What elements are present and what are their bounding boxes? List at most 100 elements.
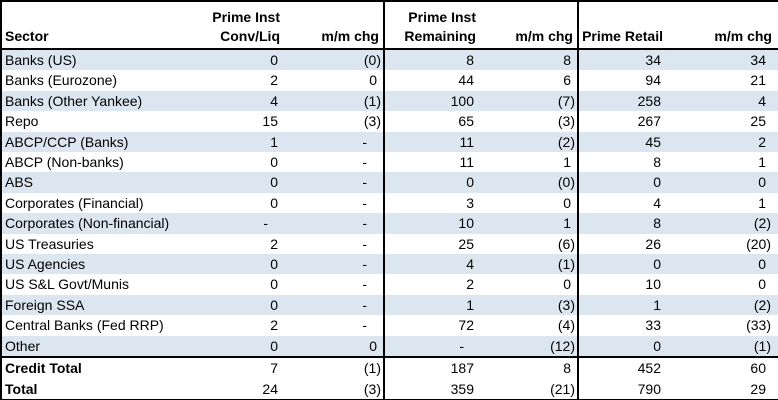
col-header-sector: Sector: [1, 1, 201, 50]
mm-chg-2-cell: 0: [480, 192, 579, 214]
mm-chg-3-cell: (33): [746, 317, 771, 334]
mm-chg-1-cell: -: [284, 233, 385, 255]
table-body: Banks (US) 0 (0) 8 8 34 34 Banks (Eurozo…: [1, 49, 778, 400]
remaining-cell: -: [384, 335, 480, 358]
mm-chg-3-cell: 25: [750, 113, 766, 130]
table-row: US Treasuries 2 - 25 (6) 26 (20): [1, 233, 778, 255]
col-header-label: Prime Retail: [582, 28, 663, 45]
prime-retail-cell: 790: [637, 380, 661, 397]
mm-chg-3-cell: (2): [667, 294, 778, 316]
mm-chg-3-cell: 0: [667, 254, 778, 275]
mm-chg-1-cell: -: [284, 131, 385, 153]
mm-chg-3-cell: 2: [667, 131, 778, 153]
mm-chg-3-cell: 60: [667, 356, 778, 379]
remaining-cell: 3: [466, 194, 474, 211]
prime-retail-cell: 1: [578, 294, 667, 316]
mm-chg-1-cell: -: [284, 294, 385, 316]
mm-chg-1-cell: (1): [284, 356, 385, 379]
remaining-cell: 100: [384, 90, 480, 112]
table-row: Central Banks (Fed RRP) 2 - 72 (4) 33 (3…: [1, 315, 778, 336]
mm-chg-2-cell: 1: [480, 213, 579, 234]
col-header-label: m/m chg: [714, 28, 772, 45]
mm-chg-2-cell: 6: [480, 70, 579, 91]
mm-chg-3-cell: 1: [758, 154, 766, 171]
mm-chg-1-cell: 0: [284, 70, 385, 91]
conv-liq-cell: 2: [270, 235, 278, 252]
mm-chg-3-cell: (1): [667, 335, 778, 358]
table-header: Sector Prime Inst Conv/Liq m/m chg Prime…: [1, 1, 778, 50]
mm-chg-2-cell: (21): [480, 378, 579, 400]
col-header-line1: Prime Inst: [212, 9, 280, 26]
mm-chg-2-cell: (1): [480, 254, 579, 275]
conv-liq-cell: 2: [270, 72, 278, 89]
mm-chg-2-cell: (0): [480, 172, 579, 193]
col-header-sector-label: Sector: [5, 28, 49, 45]
col-header-prime-inst-remaining: Prime Inst Remaining: [384, 1, 480, 50]
mm-chg-2-cell: (7): [480, 90, 579, 112]
mm-chg-1-cell: (3): [284, 378, 385, 400]
prime-retail-cell: 94: [645, 72, 661, 89]
sector-cell: Banks (Eurozone): [5, 72, 118, 89]
mm-chg-2-cell: (2): [480, 131, 579, 153]
mm-chg-2-cell: (6): [480, 233, 579, 255]
mm-chg-1-cell: -: [284, 315, 385, 336]
sector-cell: Other: [1, 335, 201, 358]
mm-chg-3-cell: 0: [758, 276, 766, 293]
prime-retail-cell: 8: [578, 213, 667, 234]
prime-retail-cell: 34: [578, 49, 667, 71]
table-row: ABCP/CCP (Banks) 1 - 11 (2) 45 2: [1, 131, 778, 153]
conv-liq-cell: 1: [201, 131, 284, 153]
prime-retail-cell: 45: [578, 131, 667, 153]
remaining-cell: 65: [458, 113, 474, 130]
conv-liq-cell: 0: [201, 335, 284, 358]
conv-liq-cell: 0: [270, 276, 278, 293]
table-row: Banks (US) 0 (0) 8 8 34 34: [1, 49, 778, 71]
remaining-cell: 1: [384, 294, 480, 316]
remaining-cell: 72: [458, 317, 474, 334]
mm-chg-3-cell: 0: [667, 172, 778, 193]
total-row: Credit Total 7 (1) 187 8 452 60: [1, 356, 778, 379]
mm-chg-2-cell: (3): [480, 111, 579, 132]
table-row: Banks (Other Yankee) 4 (1) 100 (7) 258 4: [1, 90, 778, 112]
mm-chg-3-cell: 1: [758, 194, 766, 211]
mm-chg-2-cell: 8: [480, 49, 579, 71]
mm-chg-2-cell: 8: [480, 356, 579, 379]
sector-cell: Corporates (Financial): [5, 194, 144, 211]
table-row: Banks (Eurozone) 2 0 44 6 94 21: [1, 70, 778, 91]
mm-chg-1-cell: -: [284, 213, 385, 234]
mm-chg-1-cell: (1): [284, 90, 385, 112]
mm-chg-1-cell: -: [284, 274, 385, 295]
sector-cell: ABCP (Non-banks): [5, 154, 124, 171]
remaining-cell: 4: [384, 254, 480, 275]
mm-chg-3-cell: 34: [667, 49, 778, 71]
prime-retail-cell: 258: [578, 90, 667, 112]
mm-chg-3-cell: 4: [667, 90, 778, 112]
col-header-prime-retail: Prime Retail: [578, 1, 667, 50]
conv-liq-cell: 0: [270, 154, 278, 171]
remaining-cell: 359: [450, 380, 474, 397]
header-row: Sector Prime Inst Conv/Liq m/m chg Prime…: [1, 1, 778, 50]
mm-chg-2-cell: (4): [480, 315, 579, 336]
remaining-cell: 25: [458, 235, 474, 252]
col-header-line2: Remaining: [404, 28, 476, 45]
table-row: US Agencies 0 - 4 (1) 0 0: [1, 254, 778, 275]
mm-chg-1-cell: -: [284, 152, 385, 173]
conv-liq-cell: 7: [201, 356, 284, 379]
remaining-cell: 44: [458, 72, 474, 89]
prime-retail-cell: 452: [578, 356, 667, 379]
sector-cell: US S&L Govt/Munis: [5, 276, 129, 293]
col-header-mm-chg-3: m/m chg: [667, 1, 778, 50]
mm-chg-3-cell: 21: [750, 72, 766, 89]
prime-retail-cell: 0: [578, 335, 667, 358]
table-row: ABCP (Non-banks) 0 - 11 1 8 1: [1, 152, 778, 173]
remaining-cell: 0: [384, 172, 480, 193]
table-row: Foreign SSA 0 - 1 (3) 1 (2): [1, 294, 778, 316]
col-header-mm-chg-1: m/m chg: [284, 1, 385, 50]
table-row: Other 0 0 - (12) 0 (1): [1, 335, 778, 358]
sector-cell: US Agencies: [1, 254, 201, 275]
prime-retail-cell: 267: [637, 113, 661, 130]
mm-chg-3-cell: 29: [750, 380, 766, 397]
conv-liq-cell: 4: [201, 90, 284, 112]
mm-chg-1-cell: (3): [284, 111, 385, 132]
